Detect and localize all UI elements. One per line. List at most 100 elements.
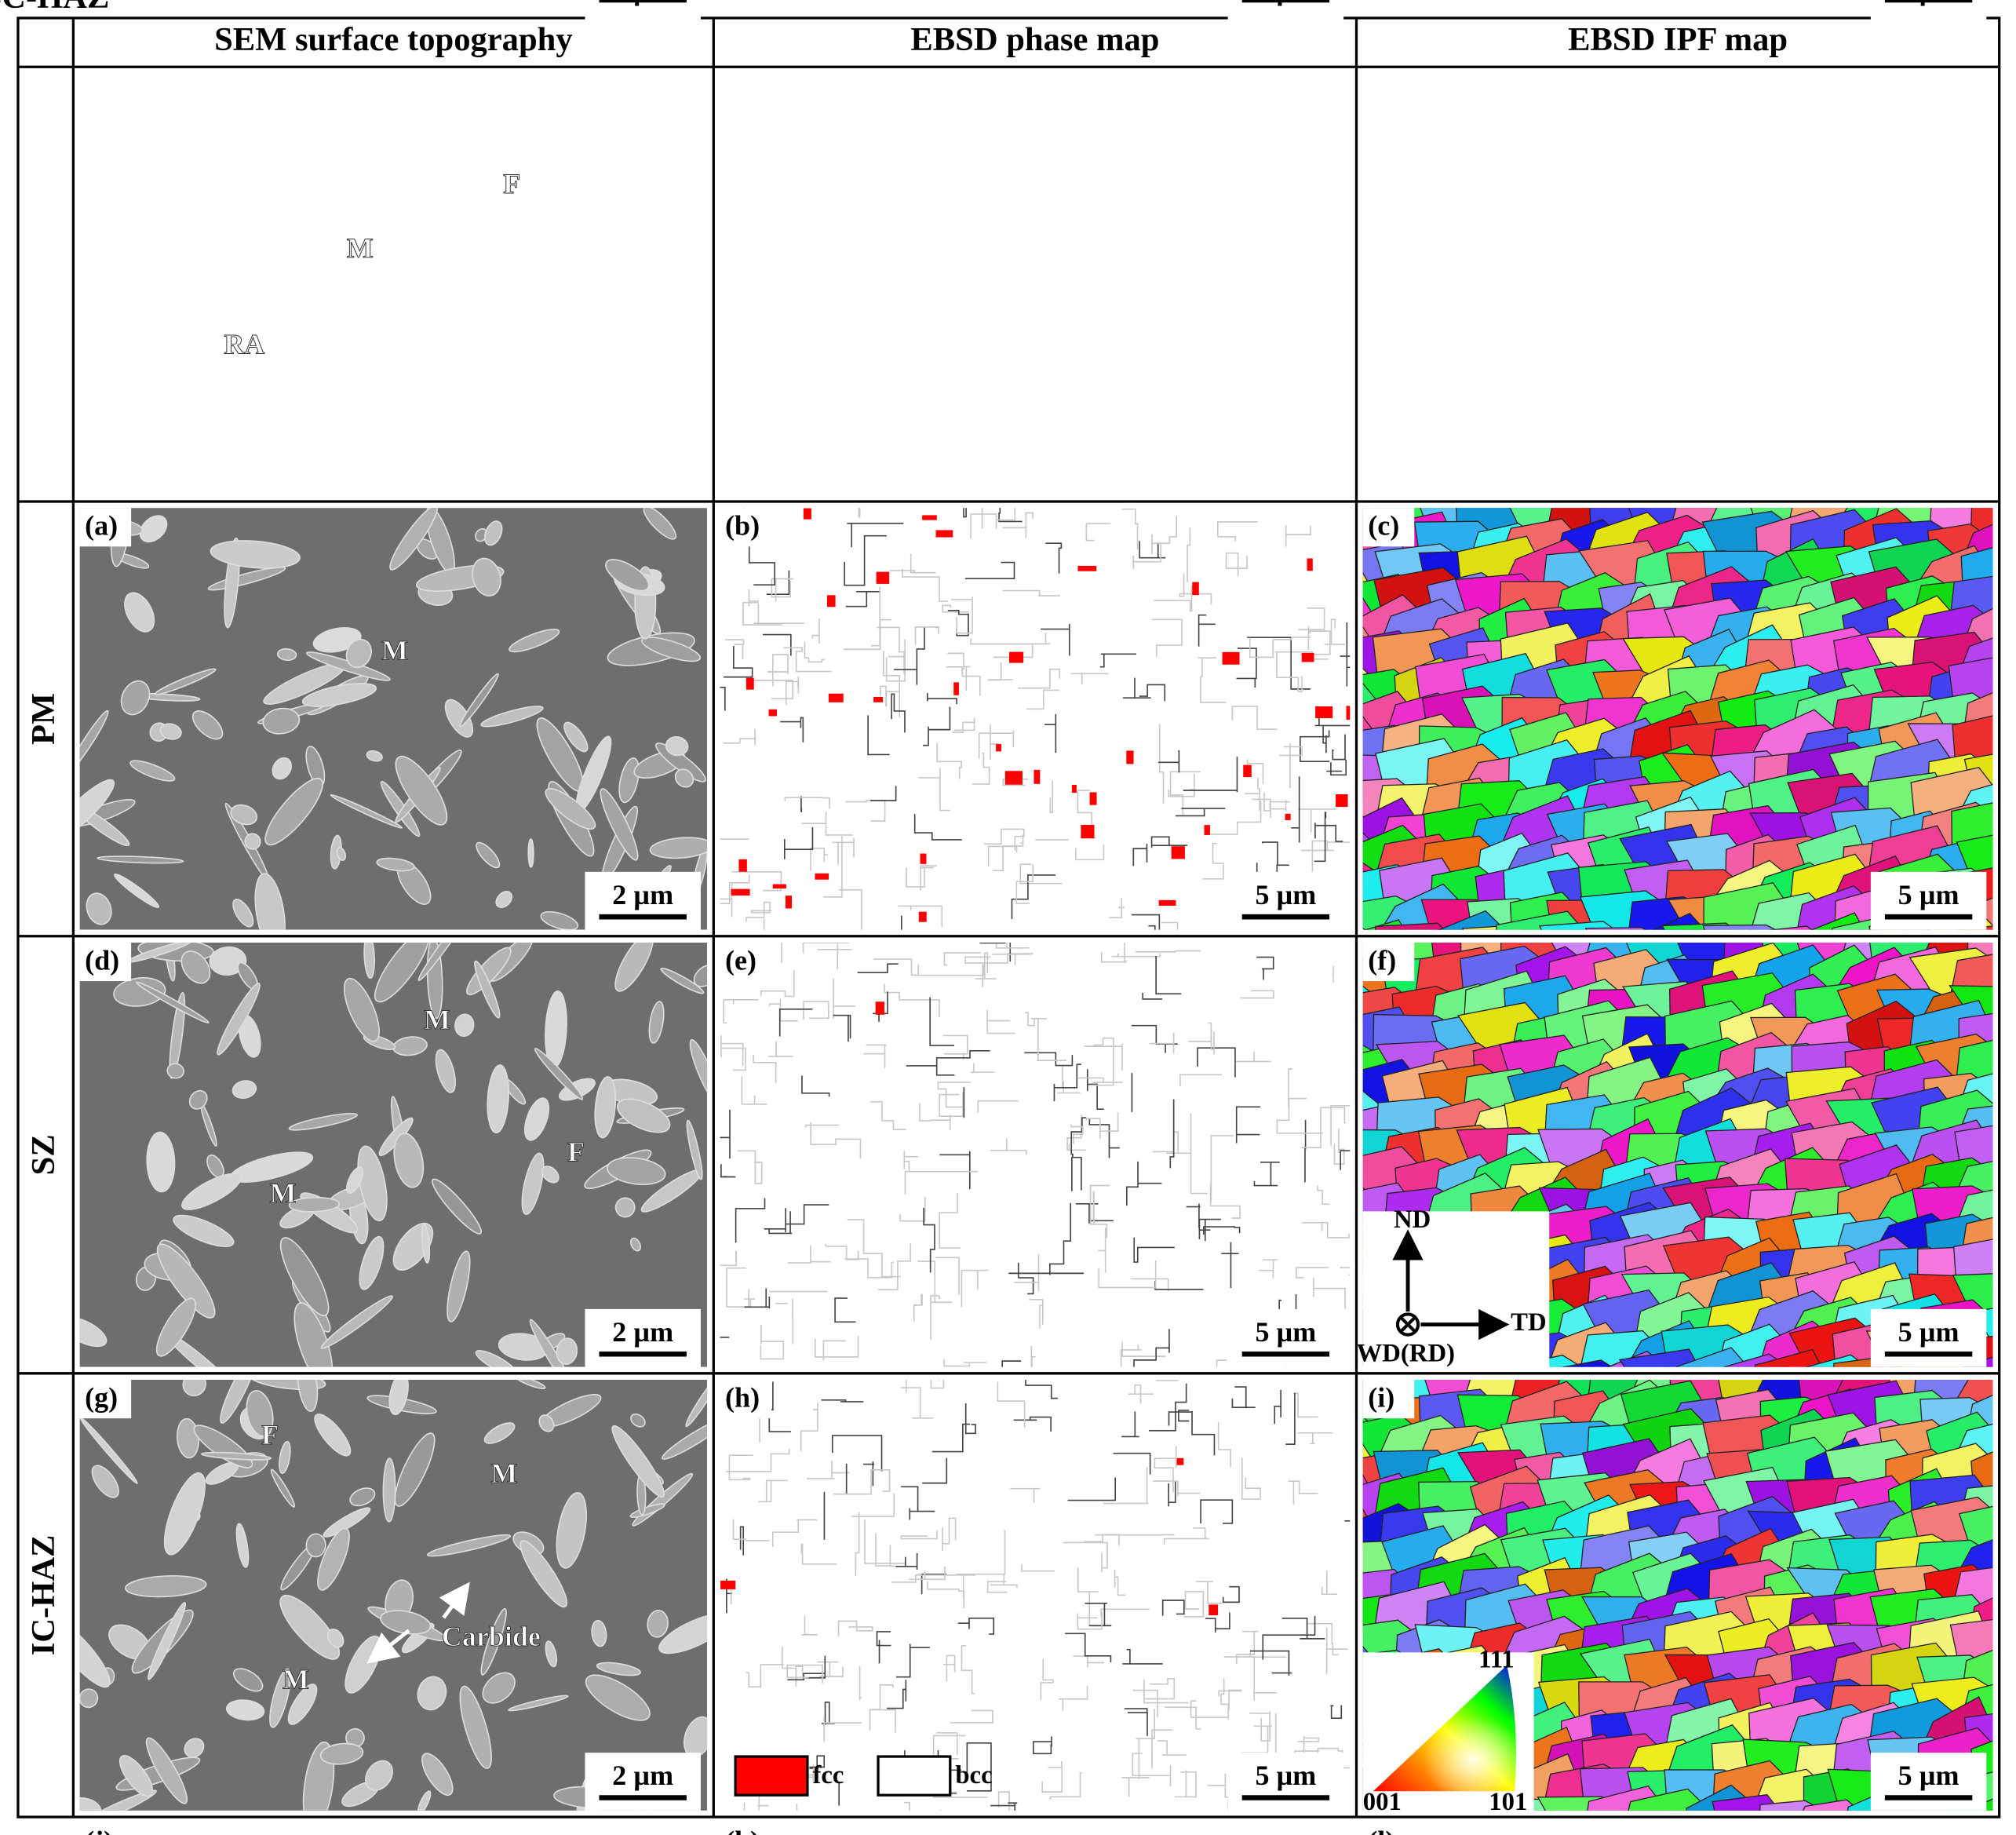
grain-boundary — [1325, 1627, 1348, 1674]
grain-boundary — [785, 1204, 829, 1232]
grain-boundary — [803, 1001, 829, 1020]
scale-label: 5 µm — [1898, 1316, 1959, 1348]
sem-feature — [339, 0, 359, 5]
grain-boundary — [903, 1150, 918, 1172]
fcc-phase — [1243, 764, 1252, 778]
grain-boundary — [783, 647, 832, 673]
sem-feature — [301, 0, 345, 5]
grain-boundary — [720, 687, 726, 711]
grain-boundary — [1113, 1452, 1151, 1475]
grain-boundary — [894, 627, 925, 685]
grain-boundary — [1100, 942, 1127, 963]
grain-boundary — [898, 905, 943, 928]
grain-boundary — [1085, 1112, 1119, 1140]
grain-boundary — [1123, 677, 1151, 699]
grain-boundary — [1154, 585, 1193, 612]
table-grid — [16, 16, 2001, 1819]
grain-boundary — [822, 1340, 846, 1361]
sem-feature — [665, 736, 689, 757]
grain-boundary — [981, 508, 983, 529]
panel-tag: (a) — [85, 510, 118, 542]
grain-boundary — [1209, 1183, 1241, 1219]
fcc-phase — [876, 571, 890, 584]
sem-feature — [545, 788, 596, 830]
sem-feature — [154, 668, 217, 695]
grain-boundary — [939, 1151, 971, 1190]
sem-feature — [137, 0, 187, 13]
sem-feature — [288, 1112, 358, 1131]
sem-feature — [141, 0, 176, 13]
grain-boundary — [1288, 1068, 1293, 1108]
grain-boundary — [1010, 1487, 1041, 1503]
sem-feature — [535, 0, 551, 7]
sem-feature — [472, 557, 501, 596]
annotation: RA — [224, 329, 264, 360]
grain-boundary — [1121, 1411, 1139, 1438]
grain-boundary — [936, 1731, 958, 1755]
grain-boundary — [1158, 724, 1165, 804]
sem-feature — [366, 0, 383, 10]
grain-boundary — [1164, 1706, 1201, 1730]
grain-boundary — [1321, 1571, 1337, 1596]
grain-boundary — [1154, 1446, 1177, 1493]
grain-boundary — [1314, 709, 1351, 727]
grain-boundary — [844, 534, 887, 586]
fcc-phase — [815, 873, 829, 880]
grain-boundary — [877, 1243, 911, 1291]
sem-feature — [272, 757, 292, 780]
panel-image — [1362, 508, 1993, 930]
grain-boundary — [937, 1082, 972, 1108]
grain — [1375, 922, 1445, 930]
annotation: M — [269, 1177, 296, 1209]
sem-feature — [393, 1133, 425, 1188]
scale-label: 5 µm — [1255, 1760, 1316, 1791]
grain-boundary — [1015, 864, 1034, 904]
grain — [1675, 1347, 1749, 1367]
sem-feature — [282, 0, 371, 3]
grain — [1362, 928, 1367, 930]
sem-feature — [487, 0, 538, 4]
grain-boundary — [1169, 1099, 1175, 1169]
sem-feature — [421, 1223, 431, 1264]
sem-feature — [269, 1668, 291, 1728]
grain-boundary — [1311, 840, 1328, 874]
grain-boundary — [877, 626, 905, 674]
panel-image — [720, 508, 1351, 930]
grain-boundary — [1132, 1753, 1172, 1786]
grain-boundary — [746, 916, 765, 930]
column-header: EBSD IPF map — [1568, 21, 1788, 58]
fcc-phase — [1004, 771, 1023, 785]
sem-feature — [343, 977, 380, 1042]
grain-boundary — [1202, 842, 1224, 880]
grain-boundary — [1262, 841, 1289, 888]
grain-boundary — [735, 1198, 766, 1243]
sem-feature — [259, 0, 303, 3]
sem-feature — [376, 857, 415, 872]
grain-boundary — [1040, 1658, 1054, 1701]
sem-feature — [395, 756, 448, 826]
grain-boundary — [927, 693, 957, 705]
sem-feature — [217, 983, 261, 1056]
sem-feature — [200, 1451, 272, 1461]
grain-boundary — [1304, 1119, 1307, 1183]
panel-tag: (k) — [725, 1826, 760, 1835]
sem-feature — [658, 1613, 708, 1654]
grain-boundary — [1179, 1074, 1222, 1086]
fcc-phase — [909, 0, 918, 9]
ipf-triangle-white — [1373, 1665, 1516, 1792]
phase-background — [720, 942, 1351, 1367]
grain-boundary — [1121, 1777, 1150, 1797]
grain-boundary — [987, 662, 1013, 681]
scale-label: 5 µm — [1255, 879, 1316, 910]
tag-box — [1362, 942, 1415, 982]
sem-feature — [487, 1064, 510, 1134]
sem-feature — [230, 804, 258, 826]
sem-feature — [629, 1503, 665, 1518]
fcc-phase — [1285, 813, 1291, 821]
grain-boundary — [811, 618, 820, 644]
grain-boundary — [780, 717, 804, 742]
sem-feature — [301, 0, 370, 10]
grain-boundary — [867, 715, 890, 756]
sem-feature — [305, 1533, 326, 1558]
grain-boundary — [782, 1646, 804, 1687]
